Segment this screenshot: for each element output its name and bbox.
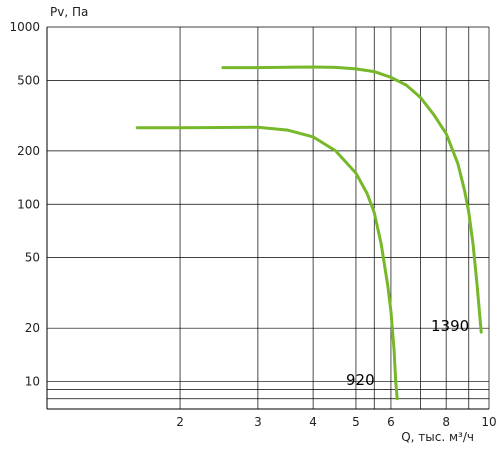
y-tick-label-20: 20 xyxy=(25,321,40,335)
y-tick-label-1000: 1000 xyxy=(9,20,40,34)
x-tick-labels: 2 3 4 5 6 8 10 xyxy=(176,415,496,429)
y-tick-label-10: 10 xyxy=(25,375,40,389)
grid xyxy=(47,26,490,409)
x-tick-label-8: 8 xyxy=(442,415,450,429)
series-label-1390: 1390 xyxy=(431,317,469,335)
x-tick-label-10: 10 xyxy=(481,415,496,429)
x-tick-label-4: 4 xyxy=(309,415,317,429)
y-tick-label-200: 200 xyxy=(17,144,40,158)
curve-1390 xyxy=(221,65,483,334)
x-axis-label: Q, тыс. м³/ч xyxy=(401,430,474,444)
series-label-920: 920 xyxy=(346,371,375,389)
y-tick-label-50: 50 xyxy=(25,251,40,265)
x-tick-label-5: 5 xyxy=(352,415,360,429)
curve-920 xyxy=(135,125,399,401)
y-tick-labels: 10 20 50 100 200 500 1000 xyxy=(9,20,40,389)
x-tick-label-3: 3 xyxy=(254,415,262,429)
y-axis-label: Pv, Па xyxy=(50,5,88,19)
y-tick-label-100: 100 xyxy=(17,197,40,211)
plot-frame xyxy=(46,27,489,410)
x-tick-label-2: 2 xyxy=(176,415,184,429)
x-tick-label-6: 6 xyxy=(387,415,395,429)
series-group xyxy=(135,65,483,401)
y-tick-label-500: 500 xyxy=(17,73,40,87)
